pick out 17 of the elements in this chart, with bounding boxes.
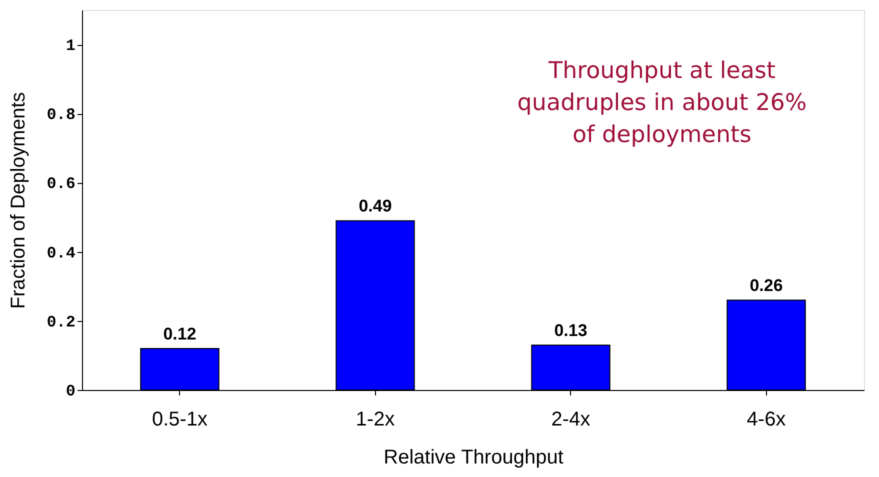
x-tick-label: 0.5-1x: [152, 408, 208, 430]
data-label: 0.13: [554, 321, 588, 340]
annotation: Throughput at least quadruples in about 26% of deployments: [517, 58, 807, 148]
x-tick-label: 1-2x: [356, 408, 395, 430]
x-tick-label: 4-6x: [746, 408, 786, 430]
y-tick-label: 0.6: [46, 175, 76, 194]
y-tick-label: 0.4: [46, 244, 76, 262]
y-tick-label: 1: [66, 37, 76, 56]
data-label: 0.26: [750, 276, 783, 296]
y-tick-label: 0.2: [46, 313, 76, 332]
y-tick-label: 0: [66, 382, 76, 400]
y-axis-title: Fraction of Deployments: [8, 92, 30, 309]
x-tick-label: 2-4x: [551, 408, 590, 430]
data-label: 0.49: [358, 196, 392, 216]
data-label: 0.12: [163, 324, 196, 344]
y-tick-label: 0.8: [46, 106, 76, 124]
x-axis-title: Relative Throughput: [384, 446, 564, 468]
